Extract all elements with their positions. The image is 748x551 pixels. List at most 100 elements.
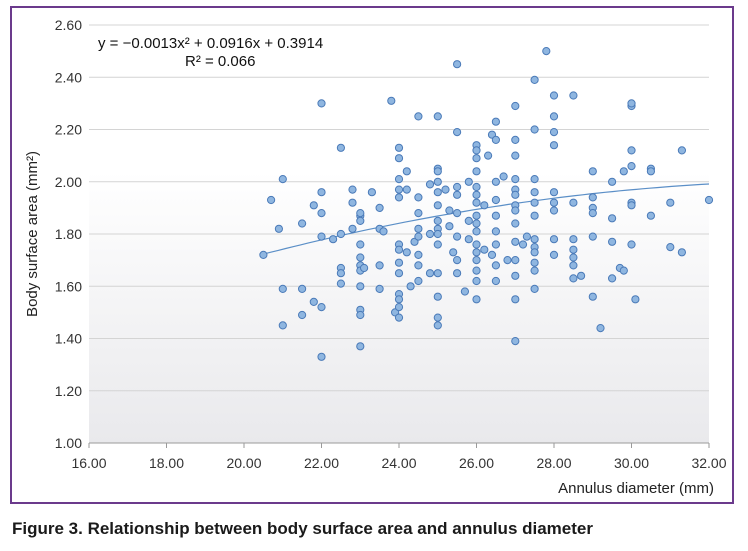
data-point-14 xyxy=(317,303,326,312)
scatter-chart: 1.00 1.20 1.40 1.60 1.80 2.00 2.20 2.40 2.60 16.… xyxy=(24,17,727,497)
data-point-8 xyxy=(298,310,307,320)
data-point-161 xyxy=(530,248,539,257)
data-point-33 xyxy=(356,282,365,291)
data-point-93 xyxy=(453,60,462,69)
data-point-171 xyxy=(549,198,559,207)
data-point-184 xyxy=(588,193,597,202)
data-point-77 xyxy=(433,167,442,176)
data-point-167 xyxy=(549,112,559,121)
data-point-147 xyxy=(511,256,520,265)
data-point-132 xyxy=(491,240,500,249)
data-point-74 xyxy=(425,180,435,189)
data-point-65 xyxy=(414,193,423,202)
data-point-169 xyxy=(549,128,559,137)
data-point-135 xyxy=(499,172,508,181)
data-point-7 xyxy=(298,284,307,293)
data-point-73 xyxy=(425,269,435,278)
data-point-87 xyxy=(433,313,442,322)
data-point-206 xyxy=(646,167,656,176)
data-point-47 xyxy=(394,154,404,163)
data-point-173 xyxy=(549,235,559,244)
data-point-210 xyxy=(677,146,687,155)
data-point-177 xyxy=(569,235,578,244)
data-point-139 xyxy=(511,151,520,160)
data-point-28 xyxy=(356,209,365,218)
data-point-178 xyxy=(569,245,578,254)
x-tick-label: 18.00 xyxy=(149,455,184,471)
data-point-38 xyxy=(367,188,376,197)
data-point-13 xyxy=(317,188,326,197)
data-point-48 xyxy=(394,175,404,184)
data-point-54 xyxy=(394,269,404,278)
data-point-207 xyxy=(646,211,656,220)
data-point-78 xyxy=(433,177,442,186)
data-point-89 xyxy=(441,185,450,194)
data-point-176 xyxy=(569,198,578,207)
data-point-157 xyxy=(530,198,539,207)
data-point-130 xyxy=(491,211,500,220)
data-point-162 xyxy=(530,258,539,267)
data-point-46 xyxy=(394,143,404,152)
data-point-106 xyxy=(472,146,481,155)
data-point-153 xyxy=(530,75,539,85)
y-tick-label: 2.00 xyxy=(55,174,82,190)
data-point-97 xyxy=(453,209,462,218)
y-tick-label: 2.20 xyxy=(55,122,82,138)
x-tick-label: 30.00 xyxy=(614,455,649,471)
data-point-146 xyxy=(511,237,520,246)
data-point-117 xyxy=(472,256,481,265)
data-point-192 xyxy=(608,237,617,246)
data-point-49 xyxy=(394,185,404,194)
data-point-86 xyxy=(433,292,442,301)
data-point-164 xyxy=(530,284,539,293)
data-point-149 xyxy=(511,295,520,304)
data-point-186 xyxy=(588,209,597,218)
data-point-133 xyxy=(491,261,500,270)
data-point-145 xyxy=(511,219,520,228)
y-tick-label: 2.60 xyxy=(55,17,82,33)
data-point-43 xyxy=(379,227,388,236)
data-point-83 xyxy=(433,229,442,239)
data-point-102 xyxy=(464,177,473,186)
x-tick-label: 22.00 xyxy=(304,455,339,471)
data-point-79 xyxy=(433,188,442,197)
data-point-64 xyxy=(414,112,423,121)
data-point-158 xyxy=(530,211,539,220)
data-point-200 xyxy=(627,162,636,171)
data-point-170 xyxy=(549,188,559,197)
data-point-98 xyxy=(453,232,462,241)
data-point-92 xyxy=(449,248,458,257)
data-point-204 xyxy=(631,295,640,304)
data-point-137 xyxy=(511,101,520,111)
data-point-90 xyxy=(445,206,454,215)
data-point-110 xyxy=(472,190,481,199)
data-point-15 xyxy=(317,352,326,361)
data-point-150 xyxy=(511,337,520,346)
y-tick-label: 1.00 xyxy=(55,435,82,451)
data-point-52 xyxy=(394,245,404,254)
data-point-75 xyxy=(433,112,442,121)
data-point-128 xyxy=(491,177,500,186)
data-point-70 xyxy=(414,261,423,270)
data-point-56 xyxy=(394,295,404,304)
data-point-126 xyxy=(491,117,500,126)
x-axis-title: Annulus diameter (mm) xyxy=(558,480,714,497)
data-point-136 xyxy=(503,256,512,265)
data-point-59 xyxy=(402,167,411,176)
data-point-100 xyxy=(453,269,462,278)
data-point-114 xyxy=(472,227,481,236)
y-tick-label: 1.20 xyxy=(55,383,82,399)
data-point-103 xyxy=(464,216,473,225)
data-point-121 xyxy=(480,201,489,210)
data-point-67 xyxy=(414,224,423,233)
data-point-58 xyxy=(394,313,404,322)
data-point-96 xyxy=(453,190,462,199)
data-point-119 xyxy=(472,276,481,286)
data-point-71 xyxy=(414,276,423,286)
data-point-180 xyxy=(569,261,578,270)
y-axis-title: Body surface area (mm²) xyxy=(24,151,41,317)
data-point-16 xyxy=(317,99,326,108)
y-tick-label: 2.40 xyxy=(55,69,82,85)
data-point-5 xyxy=(278,321,287,330)
data-point-202 xyxy=(627,201,636,210)
